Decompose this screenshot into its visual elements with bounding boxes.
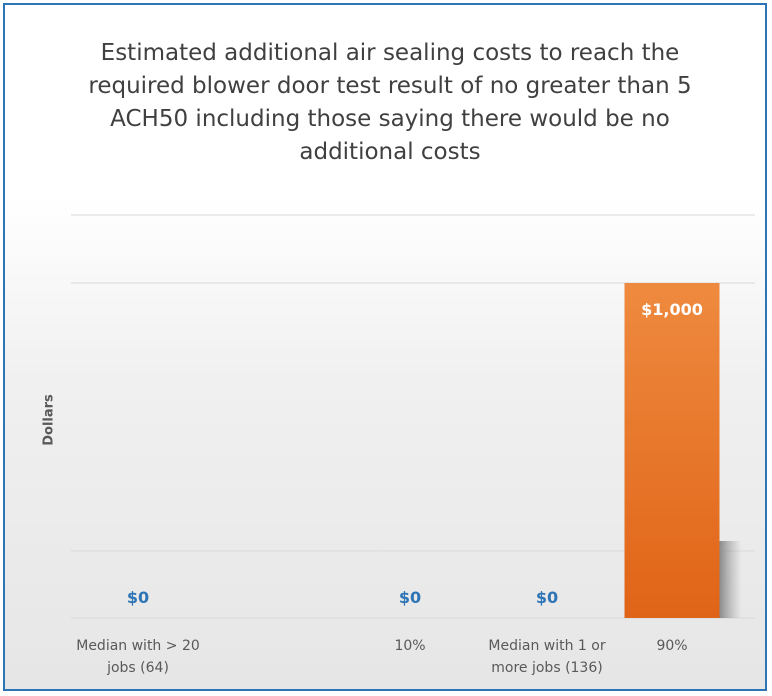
chart-title: Estimated additional air sealing costs t… — [88, 40, 692, 165]
data-label: $0 — [399, 588, 421, 607]
data-label: $0 — [536, 588, 558, 607]
chart-plot: $0 $0 $0 $1,000 Median with > 20 jobs (64) 10… — [71, 214, 755, 676]
x-tick-label: Median with > 20 jobs (64) — [76, 638, 200, 676]
bar-shadow — [719, 541, 742, 618]
bar — [624, 283, 720, 618]
x-tick-label: Median with 1 or more jobs (136) — [488, 638, 605, 676]
data-label: $1,000 — [641, 300, 703, 319]
x-tick-label: 90% — [656, 638, 687, 654]
chart-frame: Estimated additional air sealing costs t… — [3, 3, 767, 691]
x-tick-label: 10% — [394, 638, 425, 654]
data-label: $0 — [127, 588, 149, 607]
